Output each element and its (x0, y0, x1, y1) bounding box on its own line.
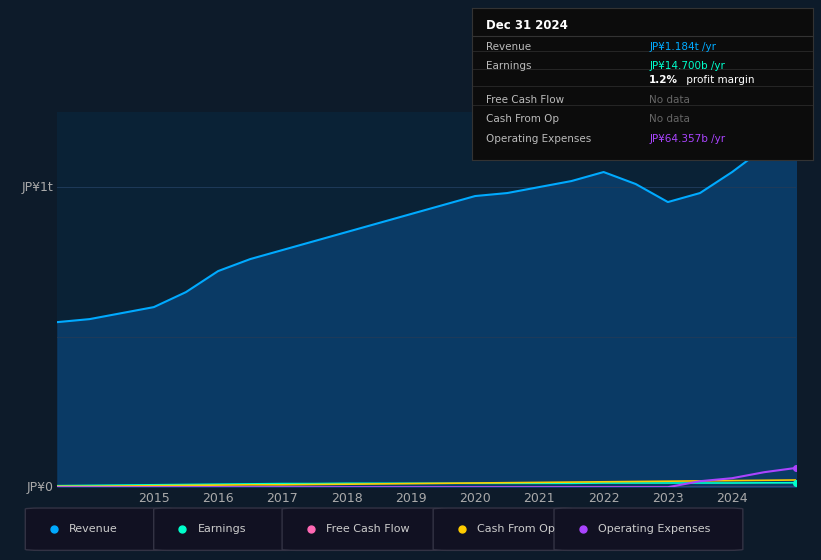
Text: Revenue: Revenue (486, 41, 531, 52)
Text: No data: No data (649, 114, 690, 124)
Text: Earnings: Earnings (486, 62, 531, 71)
Text: Free Cash Flow: Free Cash Flow (326, 524, 410, 534)
Text: JP¥14.700b /yr: JP¥14.700b /yr (649, 62, 725, 71)
FancyBboxPatch shape (25, 508, 172, 550)
Text: profit margin: profit margin (683, 75, 754, 85)
FancyBboxPatch shape (282, 508, 444, 550)
Text: 1.2%: 1.2% (649, 75, 678, 85)
Text: JP¥1.184t /yr: JP¥1.184t /yr (649, 41, 716, 52)
Text: No data: No data (649, 95, 690, 105)
Text: Operating Expenses: Operating Expenses (486, 134, 591, 144)
Text: JP¥64.357b /yr: JP¥64.357b /yr (649, 134, 726, 144)
FancyBboxPatch shape (433, 508, 573, 550)
FancyBboxPatch shape (554, 508, 743, 550)
Text: Earnings: Earnings (198, 524, 246, 534)
Text: Cash From Op: Cash From Op (477, 524, 555, 534)
Text: JP¥1t: JP¥1t (22, 180, 54, 194)
Text: JP¥0: JP¥0 (27, 480, 54, 494)
Text: Cash From Op: Cash From Op (486, 114, 559, 124)
Text: Operating Expenses: Operating Expenses (598, 524, 710, 534)
FancyBboxPatch shape (154, 508, 301, 550)
Text: Free Cash Flow: Free Cash Flow (486, 95, 564, 105)
Text: Revenue: Revenue (69, 524, 118, 534)
Text: Dec 31 2024: Dec 31 2024 (486, 19, 567, 32)
